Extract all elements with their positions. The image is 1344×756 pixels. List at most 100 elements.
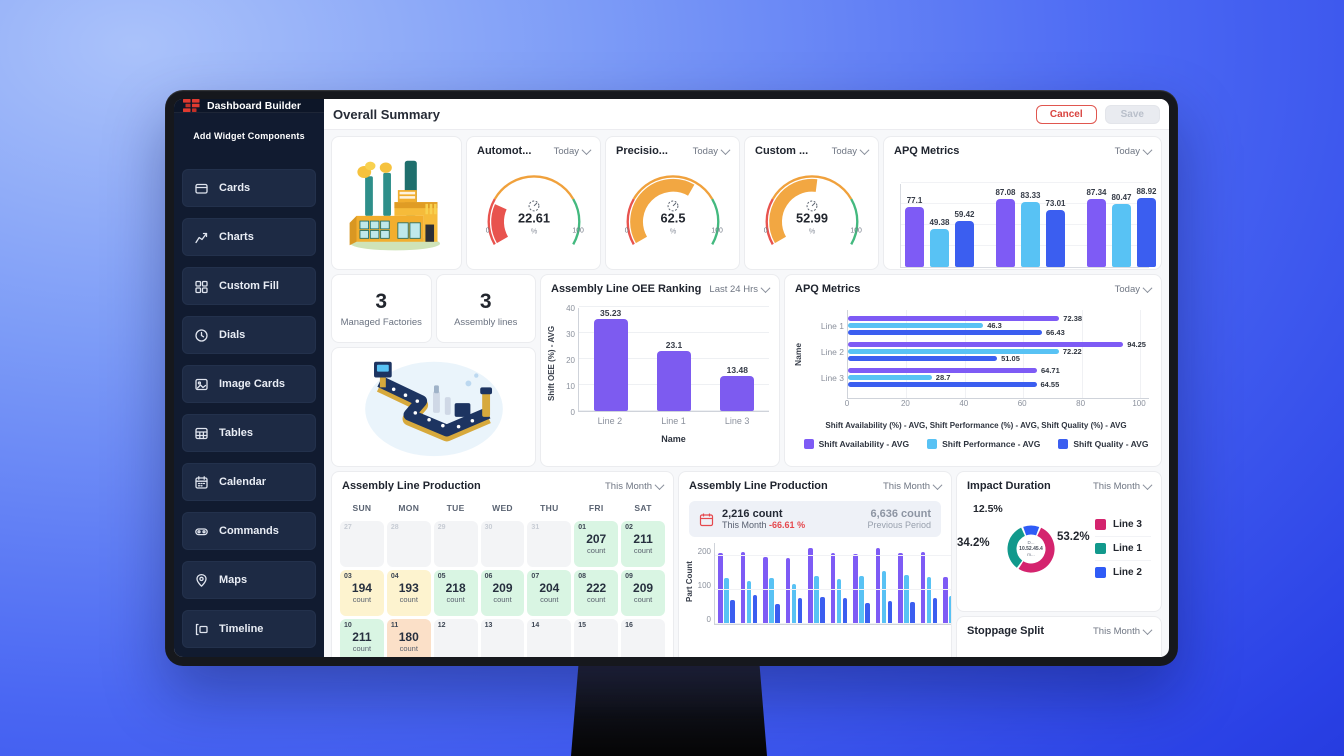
gridline	[901, 182, 1149, 183]
legend-item-line-2[interactable]: Line 2	[1095, 561, 1151, 584]
calendar-date: 14	[531, 622, 540, 629]
bar	[820, 597, 825, 624]
period-dropdown[interactable]: Today	[554, 144, 592, 157]
bar-value-label: 35.23	[600, 308, 622, 319]
stat-label: Managed Factories	[340, 316, 422, 328]
y-tick-label: 0	[706, 615, 711, 624]
oee-bar-chart: 40 30 20 10 0 35.23 23.1 13.48	[566, 304, 769, 417]
sidebar-item-custom-fill[interactable]: Custom Fill	[182, 267, 316, 305]
previous-period-value: 6,636 count	[870, 508, 931, 520]
calendar-count-label: count	[352, 595, 372, 604]
bar	[859, 576, 864, 624]
calendar-day-header: MON	[398, 503, 420, 513]
legend-item-shift-quality-avg[interactable]: Shift Quality - AVG	[1058, 439, 1148, 449]
legend-item-line-1[interactable]: Line 1	[1095, 537, 1151, 561]
period-dropdown[interactable]: This Month	[605, 479, 665, 492]
calendar-day-header: SUN	[352, 503, 372, 513]
gauge-card-precisio: Precisio... Today 62.5% 0 100	[605, 136, 740, 270]
bar-value-label: 73.01	[1045, 199, 1066, 209]
legend-item-line-3[interactable]: Line 3	[1095, 513, 1151, 537]
gridline	[579, 306, 769, 307]
x-axis-labels: Line 2 Line 1 Line 3	[578, 416, 769, 426]
legend-item-shift-performance-avg[interactable]: Shift Performance - AVG	[927, 439, 1040, 449]
period-dropdown[interactable]: Today	[693, 144, 731, 157]
charts-icon	[194, 230, 209, 245]
calendar-date: 29	[437, 524, 446, 531]
stat-value: 3	[479, 289, 492, 313]
bar	[785, 558, 790, 624]
calendar-value: 207	[586, 532, 607, 546]
gridline	[906, 310, 908, 398]
monitor: Dashboard Builder Add Widget Components …	[165, 90, 1178, 666]
bar: 87.34	[1086, 188, 1107, 267]
bar-value-label: 88.92	[1136, 186, 1157, 196]
stat-card-assembly-lines: 3 Assembly lines	[435, 274, 536, 343]
y-category-label: Line 2	[820, 347, 844, 357]
y-tick-label: 0	[570, 408, 575, 417]
bar	[769, 577, 774, 624]
app-title: Dashboard Builder	[207, 99, 301, 112]
sidebar-item-label: Custom Fill	[219, 280, 279, 292]
calendar-value: 194	[351, 581, 372, 595]
stat-value: 3	[375, 289, 388, 313]
legend-swatch	[1095, 566, 1106, 578]
bar-value-label: 64.55	[1040, 380, 1060, 389]
sidebar-item-image-cards[interactable]: Image Cards	[182, 365, 316, 403]
calendar-count-label: count	[446, 595, 465, 604]
period-dropdown[interactable]: This Month	[883, 479, 943, 492]
cancel-button[interactable]: Cancel	[1035, 104, 1097, 124]
bar: 77.1	[905, 196, 924, 267]
period-dropdown[interactable]: Today	[1115, 144, 1153, 157]
gridline	[715, 554, 951, 556]
bar-value-label: 80.47	[1111, 193, 1132, 203]
chart-legend: Shift Availability - AVG Shift Performanc…	[803, 439, 1149, 449]
chevron-down-icon	[859, 144, 870, 155]
bar-group	[875, 543, 892, 624]
calendar-count-label: count	[399, 644, 418, 653]
bar	[881, 571, 886, 624]
legend-item-shift-availability-avg[interactable]: Shift Availability - AVG	[803, 439, 909, 449]
bar-value-label: 13.48	[726, 365, 748, 375]
svg-text:100: 100	[850, 228, 862, 235]
card-title: APQ Metrics	[795, 283, 861, 295]
bar	[842, 598, 847, 624]
sidebar-item-maps[interactable]: Maps	[182, 561, 316, 599]
chevron-down-icon	[1142, 479, 1153, 490]
period-dropdown[interactable]: This Month	[1093, 624, 1153, 637]
period-dropdown[interactable]: Today	[832, 144, 870, 157]
bar-group	[898, 543, 915, 624]
sidebar-item-commands[interactable]: Commands	[182, 512, 316, 550]
svg-text:0: 0	[624, 228, 628, 235]
period-dropdown[interactable]: This Month	[1093, 479, 1153, 492]
sidebar-item-charts[interactable]: Charts	[182, 218, 316, 256]
period-dropdown[interactable]: Last 24 Hrs	[709, 282, 771, 295]
sidebar-item-calendar[interactable]: Calendar	[182, 463, 316, 501]
calendar-value: 222	[586, 581, 607, 595]
bar: 49.38	[929, 218, 950, 267]
gauge-chart: 62.5% 0 100	[606, 160, 739, 246]
card-title: Precisio...	[616, 145, 668, 157]
bar	[746, 581, 751, 624]
bar-group: 77.1 49.38 59.42	[905, 184, 975, 267]
gridline	[1081, 310, 1083, 398]
calendar-day-header: THU	[540, 503, 559, 513]
apq-bar-chart: 77.1 49.38 59.42 87.08 83.33 73.01 87.34 80.47 8…	[900, 182, 1157, 268]
bar: 83.33	[1020, 191, 1041, 267]
sidebar-item-cards[interactable]: Cards	[182, 169, 316, 207]
legend-swatch	[1095, 542, 1106, 554]
y-tick-label: 30	[566, 330, 575, 339]
sidebar-section-title: Add Widget Components	[193, 131, 305, 141]
bar: 72.22	[848, 347, 1082, 356]
sidebar-item-dials[interactable]: Dials	[182, 316, 316, 354]
bar-group: 87.08 83.33 73.01	[995, 184, 1066, 267]
maps-icon	[194, 573, 209, 588]
bar	[814, 575, 819, 624]
save-button[interactable]: Save	[1104, 104, 1160, 124]
assembly-line-illustration-card	[331, 347, 536, 467]
calendar-cell: 10 211 count	[340, 619, 384, 657]
period-dropdown[interactable]: Today	[1115, 282, 1153, 295]
sidebar-item-tables[interactable]: Tables	[182, 414, 316, 452]
delta-value: -66.61 %	[769, 520, 806, 530]
sidebar-item-timeline[interactable]: Timeline	[182, 610, 316, 648]
calendar-day-header: FRI	[588, 503, 604, 513]
